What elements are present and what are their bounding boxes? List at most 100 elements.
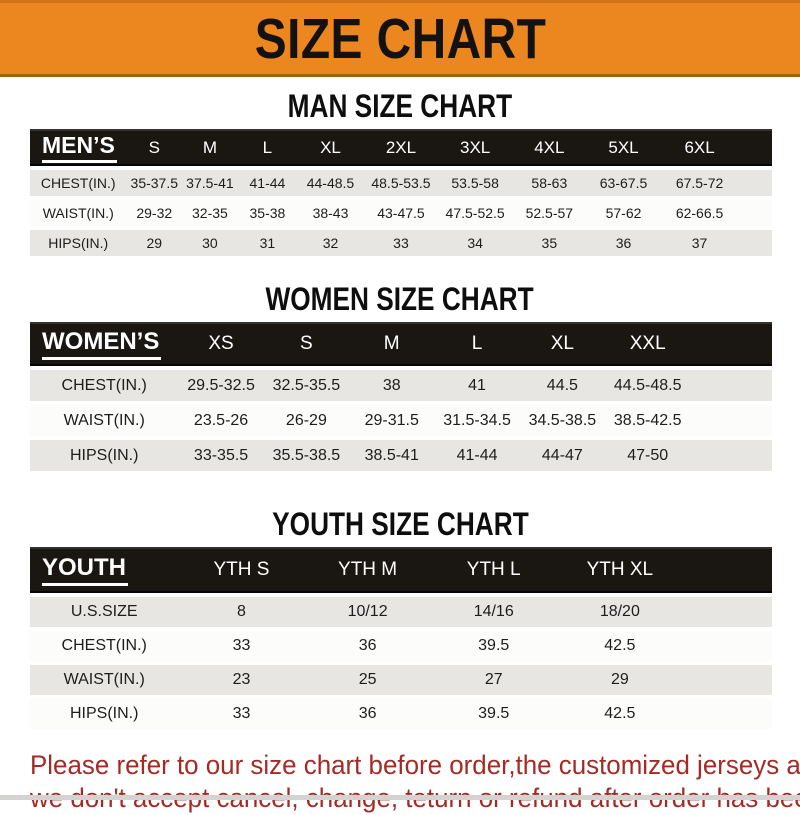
size-value-cell: 8	[178, 597, 305, 627]
size-value-cell: 32	[297, 230, 364, 256]
size-value-cell: 32-35	[182, 200, 238, 226]
size-column-header: XS	[178, 322, 264, 366]
size-column-header: YTH L	[430, 547, 557, 593]
youth-size-table-container: YOUTH YTH S YTH M YTH L YTH XL U.S.SIZE 8 10/12…	[0, 543, 800, 733]
size-value-cell: 67.5-72	[660, 170, 739, 196]
size-value-cell: 33	[178, 631, 305, 661]
size-column-header: XL	[297, 129, 364, 166]
size-value-cell: 33	[363, 230, 439, 256]
measurement-row: CHEST(IN.) 35-37.5 37.5-41 41-44 44-48.5 48.5…	[30, 170, 772, 196]
size-value-cell: 62-66.5	[660, 200, 739, 226]
size-column-header: M	[182, 129, 238, 166]
disclaimer-note: Please refer to our size chart before or…	[30, 749, 800, 815]
women-size-table: WOMEN’S XS S M L XL XXL CHEST(IN.) 29.5-32.5 32.5…	[30, 318, 772, 475]
filler-cell	[738, 129, 772, 166]
measurement-row: WAIST(IN.) 23 25 27 29	[30, 665, 772, 695]
size-value-cell: 47.5-52.5	[438, 200, 513, 226]
size-value-cell: 33-35.5	[178, 440, 264, 471]
size-value-cell: 33	[178, 699, 305, 729]
filler-cell	[690, 322, 772, 366]
women-header-row: WOMEN’S XS S M L XL XXL	[30, 322, 772, 366]
size-value-cell: 41-44	[237, 170, 298, 196]
size-value-cell: 30	[182, 230, 238, 256]
youth-group-label: YOUTH	[30, 547, 179, 593]
row-label: WAIST(IN.)	[30, 665, 179, 695]
bottom-edge-strip	[0, 795, 800, 800]
size-value-cell: 42.5	[556, 631, 683, 661]
size-value-cell: 39.5	[430, 631, 557, 661]
measurement-row: HIPS(IN.) 29 30 31 32 33 34 35 36 37	[30, 230, 772, 256]
size-value-cell: 42.5	[556, 699, 683, 729]
women-group-label-text: WOMEN’S	[42, 328, 162, 360]
size-column-header: YTH M	[304, 547, 431, 593]
size-value-cell: 32.5-35.5	[263, 370, 350, 401]
size-value-cell: 37.5-41	[182, 170, 238, 196]
size-value-cell: 25	[304, 665, 431, 695]
filler-cell	[738, 230, 772, 256]
measurement-row: U.S.SIZE 8 10/12 14/16 18/20	[30, 597, 772, 627]
size-value-cell: 48.5-53.5	[363, 170, 439, 196]
size-column-header: 3XL	[438, 129, 513, 166]
size-value-cell: 29	[556, 665, 683, 695]
measurement-row: WAIST(IN.) 23.5-26 26-29 29-31.5 31.5-34.5 34…	[30, 405, 772, 436]
women-group-label: WOMEN’S	[30, 322, 179, 366]
size-value-cell: 29-32	[126, 200, 183, 226]
youth-group-label-text: YOUTH	[42, 554, 128, 586]
size-value-cell: 44.5	[519, 370, 606, 401]
filler-cell	[682, 631, 772, 661]
filler-cell	[682, 699, 772, 729]
filler-cell	[690, 370, 772, 401]
size-value-cell: 31.5-34.5	[434, 405, 520, 436]
row-label: CHEST(IN.)	[30, 631, 179, 661]
filler-cell	[738, 200, 772, 226]
size-column-header: L	[237, 129, 298, 166]
filler-cell	[682, 547, 772, 593]
men-size-table: MEN’S S M L XL 2XL 3XL 4XL 5XL 6XL CHEST(IN.) 35-37…	[30, 125, 772, 260]
men-group-label: MEN’S	[30, 129, 127, 166]
size-column-header: YTH XL	[556, 547, 683, 593]
size-value-cell: 53.5-58	[438, 170, 513, 196]
youth-size-table: YOUTH YTH S YTH M YTH L YTH XL U.S.SIZE 8 10/12…	[30, 543, 772, 733]
row-label: CHEST(IN.)	[30, 370, 179, 401]
size-column-header: L	[434, 322, 520, 366]
row-label: U.S.SIZE	[30, 597, 179, 627]
size-chart-banner: SIZE CHART	[0, 0, 800, 77]
size-value-cell: 14/16	[430, 597, 557, 627]
size-value-cell: 27	[430, 665, 557, 695]
women-size-table-container: WOMEN’S XS S M L XL XXL CHEST(IN.) 29.5-32.5 32.5…	[0, 318, 800, 475]
size-value-cell: 52.5-57	[512, 200, 587, 226]
size-value-cell: 39.5	[430, 699, 557, 729]
size-column-header: XXL	[605, 322, 691, 366]
size-value-cell: 35	[512, 230, 587, 256]
size-value-cell: 41	[434, 370, 520, 401]
filler-cell	[682, 597, 772, 627]
size-value-cell: 58-63	[512, 170, 587, 196]
filler-cell	[738, 170, 772, 196]
men-size-table-container: MEN’S S M L XL 2XL 3XL 4XL 5XL 6XL CHEST(IN.) 35-37…	[0, 125, 800, 260]
size-value-cell: 34.5-38.5	[519, 405, 606, 436]
size-column-header: S	[263, 322, 350, 366]
filler-cell	[690, 440, 772, 471]
measurement-row: HIPS(IN.) 33-35.5 35.5-38.5 38.5-41 41-44 44-…	[30, 440, 772, 471]
size-value-cell: 38.5-41	[349, 440, 435, 471]
size-value-cell: 31	[237, 230, 298, 256]
size-column-header: 6XL	[660, 129, 739, 166]
measurement-row: HIPS(IN.) 33 36 39.5 42.5	[30, 699, 772, 729]
size-column-header: 5XL	[586, 129, 661, 166]
size-value-cell: 43-47.5	[363, 200, 439, 226]
size-value-cell: 29-31.5	[349, 405, 435, 436]
youth-header-row: YOUTH YTH S YTH M YTH L YTH XL	[30, 547, 772, 593]
measurement-row: CHEST(IN.) 29.5-32.5 32.5-35.5 38 41 44.5 44.5…	[30, 370, 772, 401]
row-label: HIPS(IN.)	[30, 440, 179, 471]
size-value-cell: 37	[660, 230, 739, 256]
row-label: HIPS(IN.)	[30, 230, 127, 256]
filler-cell	[682, 665, 772, 695]
size-value-cell: 44-47	[519, 440, 606, 471]
disclaimer-line-1: Please refer to our size chart before or…	[30, 750, 800, 780]
size-value-cell: 35.5-38.5	[263, 440, 350, 471]
filler-cell	[690, 405, 772, 436]
men-header-row: MEN’S S M L XL 2XL 3XL 4XL 5XL 6XL	[30, 129, 772, 166]
size-value-cell: 44-48.5	[297, 170, 364, 196]
size-column-header: XL	[519, 322, 606, 366]
size-column-header: S	[126, 129, 183, 166]
